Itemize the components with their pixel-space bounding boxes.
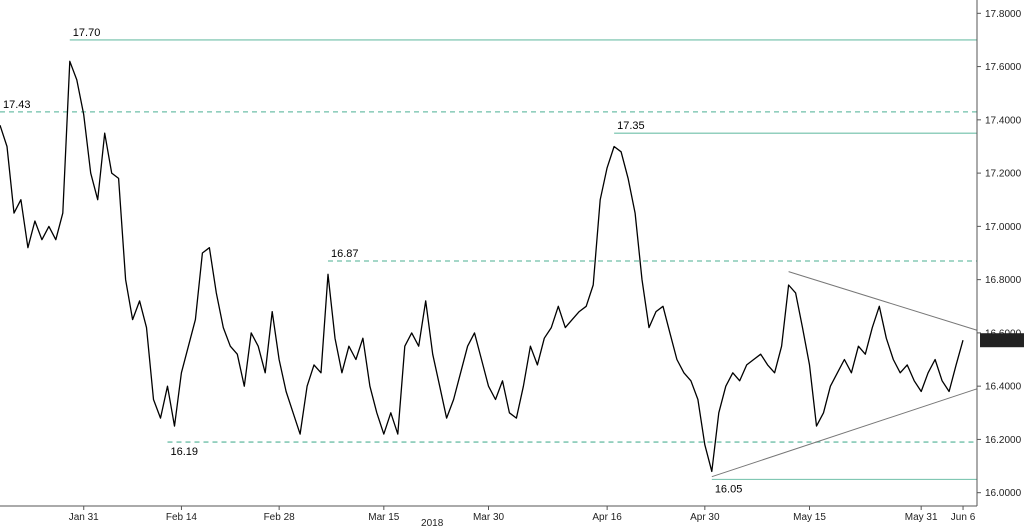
x-axis-label: 2018 (421, 518, 444, 528)
y-tick-label: 17.6000 (985, 62, 1022, 73)
y-tick-label: 16.0000 (985, 488, 1022, 499)
y-tick-label: 17.4000 (985, 115, 1022, 126)
x-tick-label: Jan 31 (69, 512, 99, 523)
level-label: 17.35 (617, 120, 645, 132)
x-tick-label: May 15 (793, 512, 826, 523)
level-label: 16.05 (715, 483, 743, 495)
x-tick-label: Feb 28 (264, 512, 296, 523)
x-axis: Jan 31 Feb 14 Feb 28 Mar 15 Mar 30 Apr 16 Apr … (0, 505, 977, 523)
x-tick-label: Mar 15 (368, 512, 400, 523)
trendline (711, 388, 978, 478)
last-value-badge: 16.5725 (980, 333, 1024, 348)
x-tick-label: Feb 14 (166, 512, 198, 523)
x-tick-label: Apr 16 (592, 512, 622, 523)
level-annotations: 17.70 17.43 17.35 16.87 16.19 16.05 (3, 27, 742, 495)
y-axis: 16.000016.200016.400016.600016.800017.00… (976, 0, 1022, 506)
y-tick-label: 17.2000 (985, 169, 1022, 180)
last-value-badge-bg (980, 333, 1024, 348)
level-label: 16.19 (170, 446, 198, 458)
trendline (788, 271, 978, 331)
price-line (0, 60, 964, 473)
level-lines (0, 39, 977, 480)
y-tick-label: 16.4000 (985, 382, 1022, 393)
series-area (0, 60, 964, 473)
y-tick-label: 17.8000 (985, 9, 1022, 20)
x-tick-label: Apr 30 (690, 512, 720, 523)
y-tick-label: 16.8000 (985, 275, 1022, 286)
x-tick-label: Mar 30 (473, 512, 505, 523)
level-label: 16.87 (331, 248, 359, 260)
y-tick-label: 16.2000 (985, 435, 1022, 446)
trendlines (711, 271, 978, 478)
x-tick-label: May 31 (905, 512, 938, 523)
level-label: 17.43 (3, 99, 31, 111)
x-tick-label: Jun 6 (951, 512, 976, 523)
level-label: 17.70 (73, 27, 101, 39)
y-tick-label: 17.0000 (985, 222, 1022, 233)
last-value-label: 16.5725 (983, 336, 1020, 347)
